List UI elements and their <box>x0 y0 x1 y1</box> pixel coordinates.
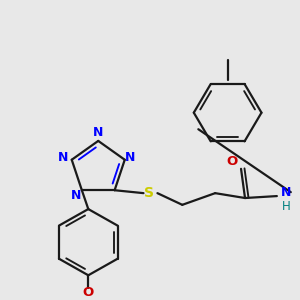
Text: H: H <box>281 200 290 213</box>
Text: N: N <box>125 151 135 164</box>
Text: O: O <box>226 154 238 167</box>
Text: S: S <box>145 186 154 200</box>
Text: N: N <box>58 151 68 164</box>
Text: N: N <box>93 126 104 139</box>
Text: N: N <box>280 186 291 199</box>
Text: N: N <box>71 189 82 202</box>
Text: O: O <box>83 286 94 299</box>
